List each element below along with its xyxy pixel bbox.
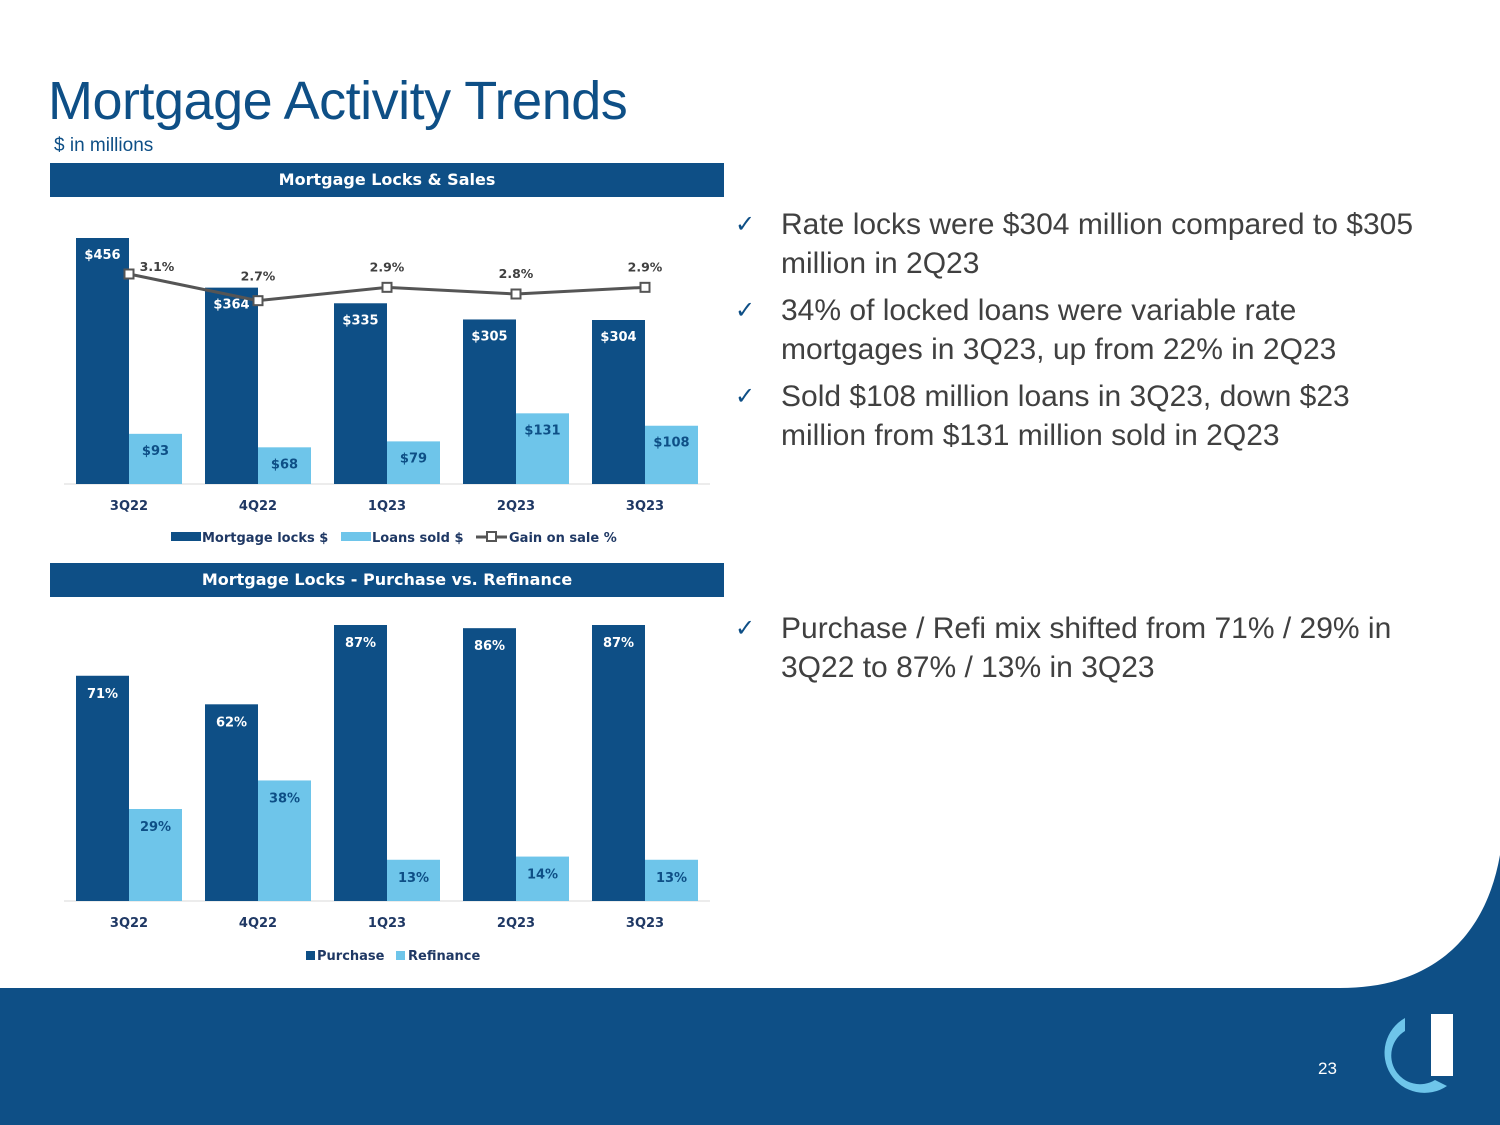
data-label-purchase: 87% [603, 636, 634, 651]
bar-refinance [516, 856, 569, 901]
chart-locks-sales: $456 $93 3Q22 $364 $68 4Q22 $335 $79 1Q23 $305 $13… [64, 238, 710, 546]
data-label-purchase: 62% [216, 715, 247, 730]
x-tick-label: 4Q22 [239, 499, 277, 514]
data-label-purchase: 86% [474, 639, 505, 654]
chart-title-locks-sales: Mortgage Locks & Sales [50, 163, 724, 197]
bar-refinance [129, 809, 182, 901]
data-label-mortgage-locks: $364 [213, 298, 249, 313]
data-label-mortgage-locks: $305 [471, 329, 507, 344]
gain-on-sale-marker [252, 295, 264, 307]
legend-swatch-refinance [396, 951, 405, 960]
data-label-mortgage-locks: $335 [342, 313, 378, 328]
data-label-purchase: 87% [345, 636, 376, 651]
units-subtitle: $ in millions [54, 135, 154, 156]
bar-refinance [258, 780, 311, 901]
bar-mortgage-locks [76, 238, 129, 484]
gain-on-sale-marker [123, 268, 135, 280]
bar-loans-sold [129, 433, 182, 484]
chart-title-purchase-refinance: Mortgage Locks - Purchase vs. Refinance [50, 563, 724, 597]
bullet-list-mix: ✓ Purchase / Refi mix shifted from 71% / … [735, 609, 1435, 695]
data-label-loans-sold: $79 [400, 451, 427, 466]
data-label-mortgage-locks: $456 [84, 248, 120, 263]
data-label-refinance: 14% [527, 868, 558, 883]
page-number: 23 [1318, 1059, 1337, 1078]
legend-label-mortgage-locks: Mortgage locks $ [202, 531, 328, 546]
x-tick-label: 1Q23 [368, 499, 406, 514]
x-tick-label: 3Q23 [626, 499, 664, 514]
bullet-item: ✓ Sold $108 million loans in 3Q23, down $… [735, 377, 1435, 455]
gain-on-sale-marker [510, 288, 522, 300]
gain-on-sale-marker [381, 281, 393, 293]
c-mark-logo-icon [1384, 1014, 1453, 1093]
bar-mortgage-locks [592, 320, 645, 484]
legend-swatch-loans-sold [341, 532, 371, 541]
data-label-refinance: 13% [398, 871, 429, 886]
legend-swatch-mortgage-locks [171, 532, 201, 541]
bar-purchase [592, 625, 645, 901]
x-tick-label: 4Q22 [239, 916, 277, 931]
bullet-text: Rate locks were $304 million compared to… [781, 208, 1414, 280]
bullet-item: ✓ Rate locks were $304 million compared t… [735, 205, 1435, 283]
check-icon: ✓ [735, 210, 756, 238]
bullet-list-locks: ✓ Rate locks were $304 million compared t… [735, 205, 1435, 463]
bar-purchase [205, 704, 258, 901]
check-icon: ✓ [735, 382, 756, 410]
bar-refinance [645, 859, 698, 901]
x-tick-label: 2Q23 [497, 499, 535, 514]
data-label-gain-on-sale: 2.9% [628, 259, 663, 274]
data-label-gain-on-sale: 2.9% [370, 259, 405, 274]
bullet-text: Purchase / Refi mix shifted from 71% / 2… [781, 612, 1392, 684]
data-label-purchase: 71% [87, 687, 118, 702]
bullet-item: ✓ 34% of locked loans were variable rate … [735, 291, 1435, 369]
bullet-text: 34% of locked loans were variable rate m… [781, 294, 1337, 366]
bar-mortgage-locks [334, 303, 387, 484]
data-label-mortgage-locks: $304 [600, 330, 636, 345]
data-label-refinance: 38% [269, 791, 300, 806]
data-label-gain-on-sale: 2.8% [499, 266, 534, 281]
legend-label-gain-on-sale: Gain on sale % [509, 531, 617, 546]
bar-refinance [387, 859, 440, 901]
gain-on-sale-marker [639, 281, 651, 293]
x-tick-label: 2Q23 [497, 916, 535, 931]
bar-purchase [334, 625, 387, 901]
legend-label-purchase: Purchase [317, 949, 385, 964]
bar-mortgage-locks [463, 319, 516, 484]
chart-purchase-refinance: 71% 29% 3Q22 62% 38% 4Q22 87% 13% 1Q23 86% 14% 2Q23… [64, 625, 710, 964]
bar-purchase [463, 628, 516, 901]
legend-label-loans-sold: Loans sold $ [372, 531, 464, 546]
data-label-gain-on-sale: 3.1% [140, 259, 175, 274]
bar-loans-sold [258, 447, 311, 484]
x-tick-label: 3Q23 [626, 916, 664, 931]
footer-band [0, 855, 1500, 1125]
bar-purchase [76, 675, 129, 901]
bar-mortgage-locks [205, 287, 258, 484]
page-title: Mortgage Activity Trends [48, 71, 628, 131]
x-tick-label: 1Q23 [368, 916, 406, 931]
data-label-loans-sold: $93 [142, 444, 169, 459]
check-icon: ✓ [735, 614, 756, 642]
data-label-loans-sold: $68 [271, 457, 298, 472]
data-label-loans-sold: $108 [653, 436, 689, 451]
bar-loans-sold [387, 441, 440, 484]
bar-loans-sold [516, 413, 569, 484]
bar-loans-sold [645, 425, 698, 484]
bullet-item: ✓ Purchase / Refi mix shifted from 71% / … [735, 609, 1435, 687]
legend-marker-gain-on-sale [486, 531, 497, 542]
data-label-refinance: 13% [656, 871, 687, 886]
bullet-text: Sold $108 million loans in 3Q23, down $2… [781, 380, 1350, 452]
x-tick-label: 3Q22 [110, 499, 148, 514]
legend-swatch-purchase [306, 951, 315, 960]
data-label-refinance: 29% [140, 820, 171, 835]
data-label-gain-on-sale: 2.7% [241, 269, 276, 284]
legend-label-refinance: Refinance [408, 949, 480, 964]
x-tick-label: 3Q22 [110, 916, 148, 931]
data-label-loans-sold: $131 [524, 423, 560, 438]
check-icon: ✓ [735, 296, 756, 324]
